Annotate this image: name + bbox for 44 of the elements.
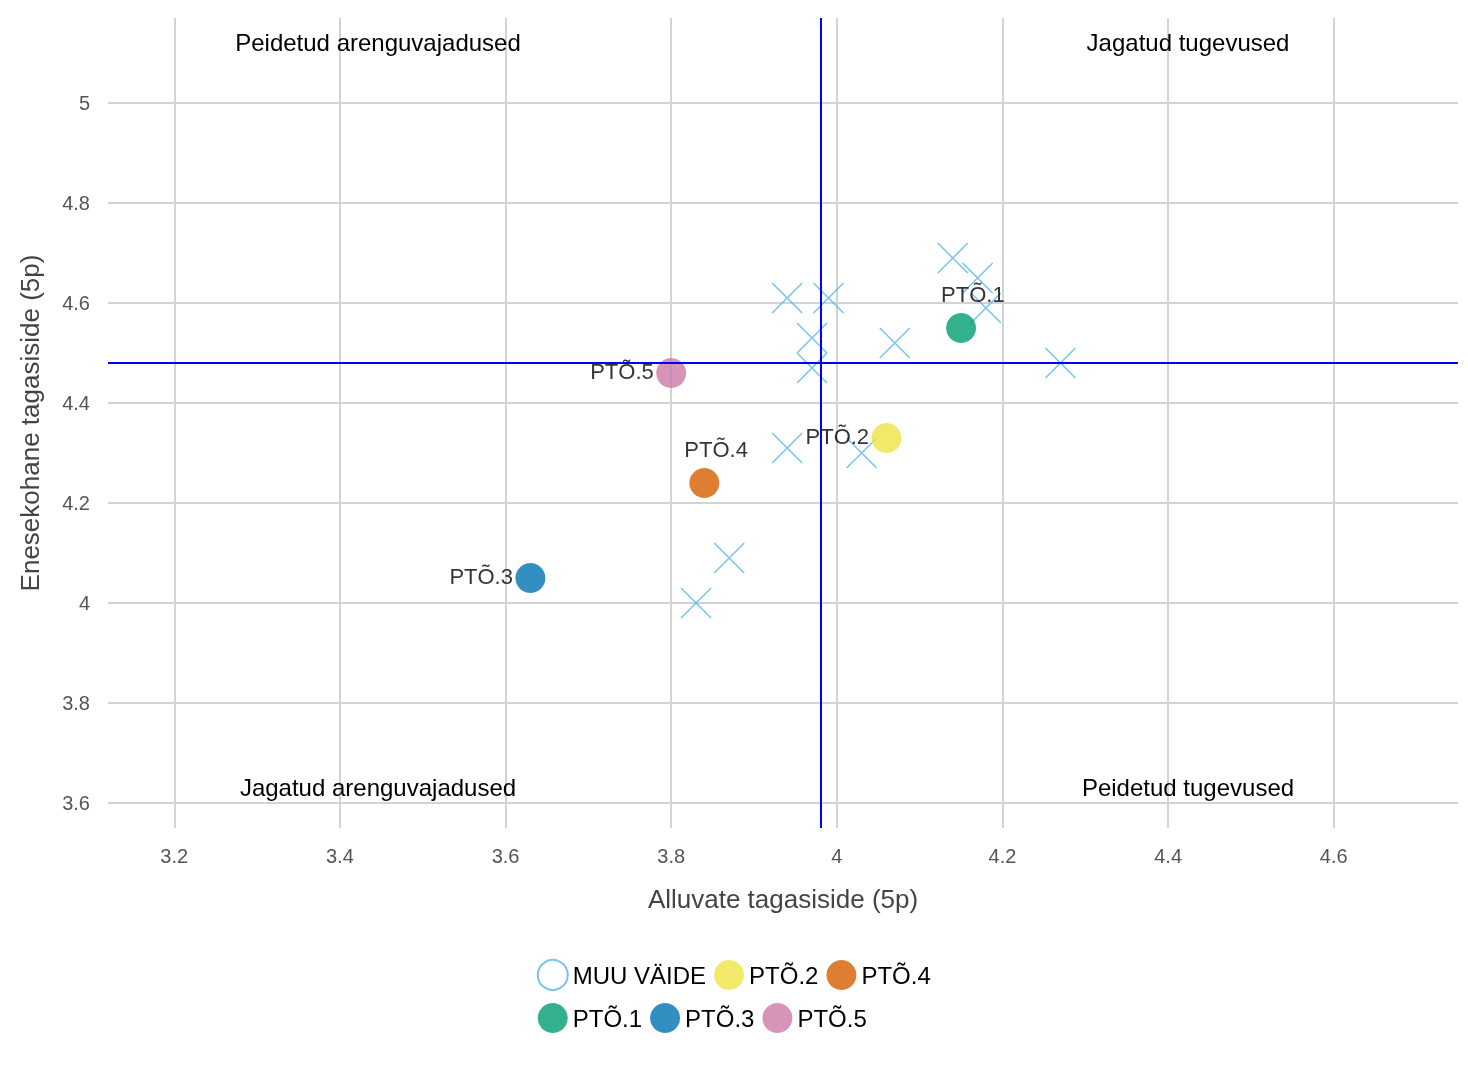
x-tick-label: 4 xyxy=(831,845,843,867)
annotation: Peidetud tugevused xyxy=(1081,774,1295,801)
point xyxy=(946,313,977,343)
y-tick-label: 4 xyxy=(78,592,90,614)
x-tick-label: 4.6 xyxy=(1319,845,1348,867)
point xyxy=(680,587,712,619)
x-tick-label: 3.4 xyxy=(326,845,354,867)
y-axis-title: Enesekohane tagasiside (5p) xyxy=(15,254,45,592)
point xyxy=(871,423,902,453)
annotation: Jagatud arenguvajadused xyxy=(239,774,517,801)
y-tick-label: 3.8 xyxy=(62,692,90,714)
x-tick-label: 4.2 xyxy=(988,845,1017,867)
legend-label: PTÕ.4 xyxy=(861,961,931,989)
y-tick-label: 4.4 xyxy=(62,392,90,414)
point xyxy=(771,432,803,464)
x-tick-label: 3.6 xyxy=(491,845,520,867)
text: PTÕ.4 xyxy=(684,436,748,462)
x-tick-label: 3.2 xyxy=(160,845,189,867)
x-axis-title: Alluvate tagasiside (5p) xyxy=(647,884,919,914)
legend-label: MUU VÄIDE xyxy=(572,961,707,989)
annotation: Jagatud tugevused xyxy=(1086,28,1290,56)
text: PTÕ.3 xyxy=(449,563,513,589)
point xyxy=(771,282,803,314)
point xyxy=(689,468,720,498)
y-tick-label: 4.6 xyxy=(62,292,90,314)
text: PTÕ.5 xyxy=(590,358,654,384)
point xyxy=(879,327,911,359)
legend-label: PTÕ.1 xyxy=(572,1004,643,1032)
x-tick-label: 3.8 xyxy=(657,845,686,867)
point xyxy=(1044,347,1077,379)
y-tick-label: 4.2 xyxy=(62,492,90,514)
annotation: Peidetud arenguvajadused xyxy=(235,28,521,56)
x-tick-label: 4.4 xyxy=(1154,845,1183,867)
point xyxy=(937,242,969,274)
y-tick-label: 3.6 xyxy=(62,792,90,814)
point xyxy=(812,282,845,314)
legend-label: PTÕ.5 xyxy=(797,1004,867,1032)
point xyxy=(656,358,687,388)
y-tick-label: 5 xyxy=(78,92,90,114)
point xyxy=(515,563,546,593)
legend-label: PTÕ.3 xyxy=(685,1004,755,1032)
y-tick-label: 4.8 xyxy=(62,192,90,214)
legend-label: PTÕ.2 xyxy=(749,961,819,989)
point xyxy=(713,542,745,574)
